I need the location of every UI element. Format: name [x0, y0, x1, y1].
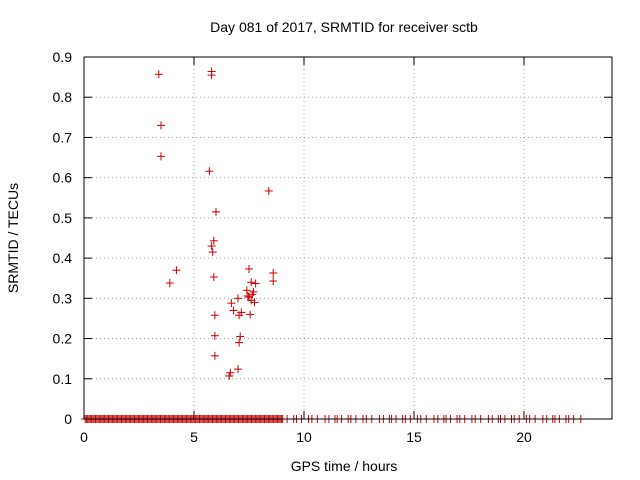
data-point: [208, 248, 217, 257]
y-tick-label: 0.3: [53, 290, 73, 306]
data-point: [269, 277, 278, 286]
data-point: [236, 332, 245, 341]
data-point: [247, 278, 256, 287]
y-tick-label: 0.1: [53, 371, 73, 387]
grid-lines: [84, 57, 612, 419]
data-point: [247, 296, 256, 305]
plot-frame: [83, 56, 613, 420]
data-point: [246, 310, 255, 319]
data-point: [212, 207, 220, 216]
y-tick-label: 0: [64, 411, 72, 427]
data-point: [165, 279, 174, 288]
x-tick-label: 15: [406, 429, 422, 445]
data-point: [245, 264, 253, 273]
data-point: [157, 121, 165, 130]
data-point: [235, 338, 244, 347]
y-tick-label: 0.8: [53, 89, 73, 105]
x-axis-label: GPS time / hours: [291, 458, 398, 474]
data-point: [234, 365, 242, 374]
data-point: [227, 299, 236, 308]
y-tick-label: 0.7: [53, 129, 73, 145]
y-axis-label: SRMTID / TECUs: [5, 183, 21, 293]
data-point: [157, 152, 165, 161]
data-point: [237, 308, 246, 317]
data-point: [210, 331, 219, 340]
data-point: [234, 294, 242, 303]
data-point: [242, 286, 251, 295]
x-tick-label: 10: [296, 429, 312, 445]
data-point: [264, 186, 273, 195]
data-point: [172, 266, 181, 275]
data-point: [207, 242, 216, 251]
data-point: [229, 306, 238, 315]
x-tick-label: 20: [516, 429, 532, 445]
data-point: [209, 273, 218, 282]
tick-labels: 0 0.1 0.2 0.3 0.4 0.5 0.6 0.7 0.8 0.9 0 5 10 15 20: [53, 49, 532, 445]
y-tick-label: 0.9: [53, 49, 73, 65]
data-point: [250, 298, 259, 307]
data-point: [205, 167, 214, 176]
y-tick-label: 0.5: [53, 210, 73, 226]
data-point: [225, 371, 234, 380]
y-tick-label: 0.2: [53, 331, 73, 347]
y-tick-label: 0.4: [53, 250, 73, 266]
data-point: [210, 311, 219, 320]
data-point: [269, 268, 278, 277]
chart-title: Day 081 of 2017, SRMTID for receiver sct…: [210, 19, 478, 35]
data-points: [154, 67, 278, 380]
x-tick-label: 5: [190, 429, 198, 445]
data-point: [210, 351, 219, 360]
data-point: [251, 279, 260, 288]
x-tick-label: 0: [80, 429, 88, 445]
data-point: [154, 70, 163, 79]
data-point: [243, 291, 252, 300]
data-point: [226, 368, 235, 377]
data-point: [209, 236, 218, 245]
data-point: [249, 287, 258, 296]
axis-ticks: [83, 56, 612, 420]
y-tick-label: 0.6: [53, 170, 73, 186]
data-point: [207, 71, 216, 80]
